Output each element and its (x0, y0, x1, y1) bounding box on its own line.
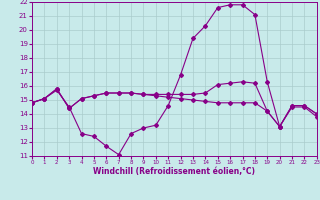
X-axis label: Windchill (Refroidissement éolien,°C): Windchill (Refroidissement éolien,°C) (93, 167, 255, 176)
